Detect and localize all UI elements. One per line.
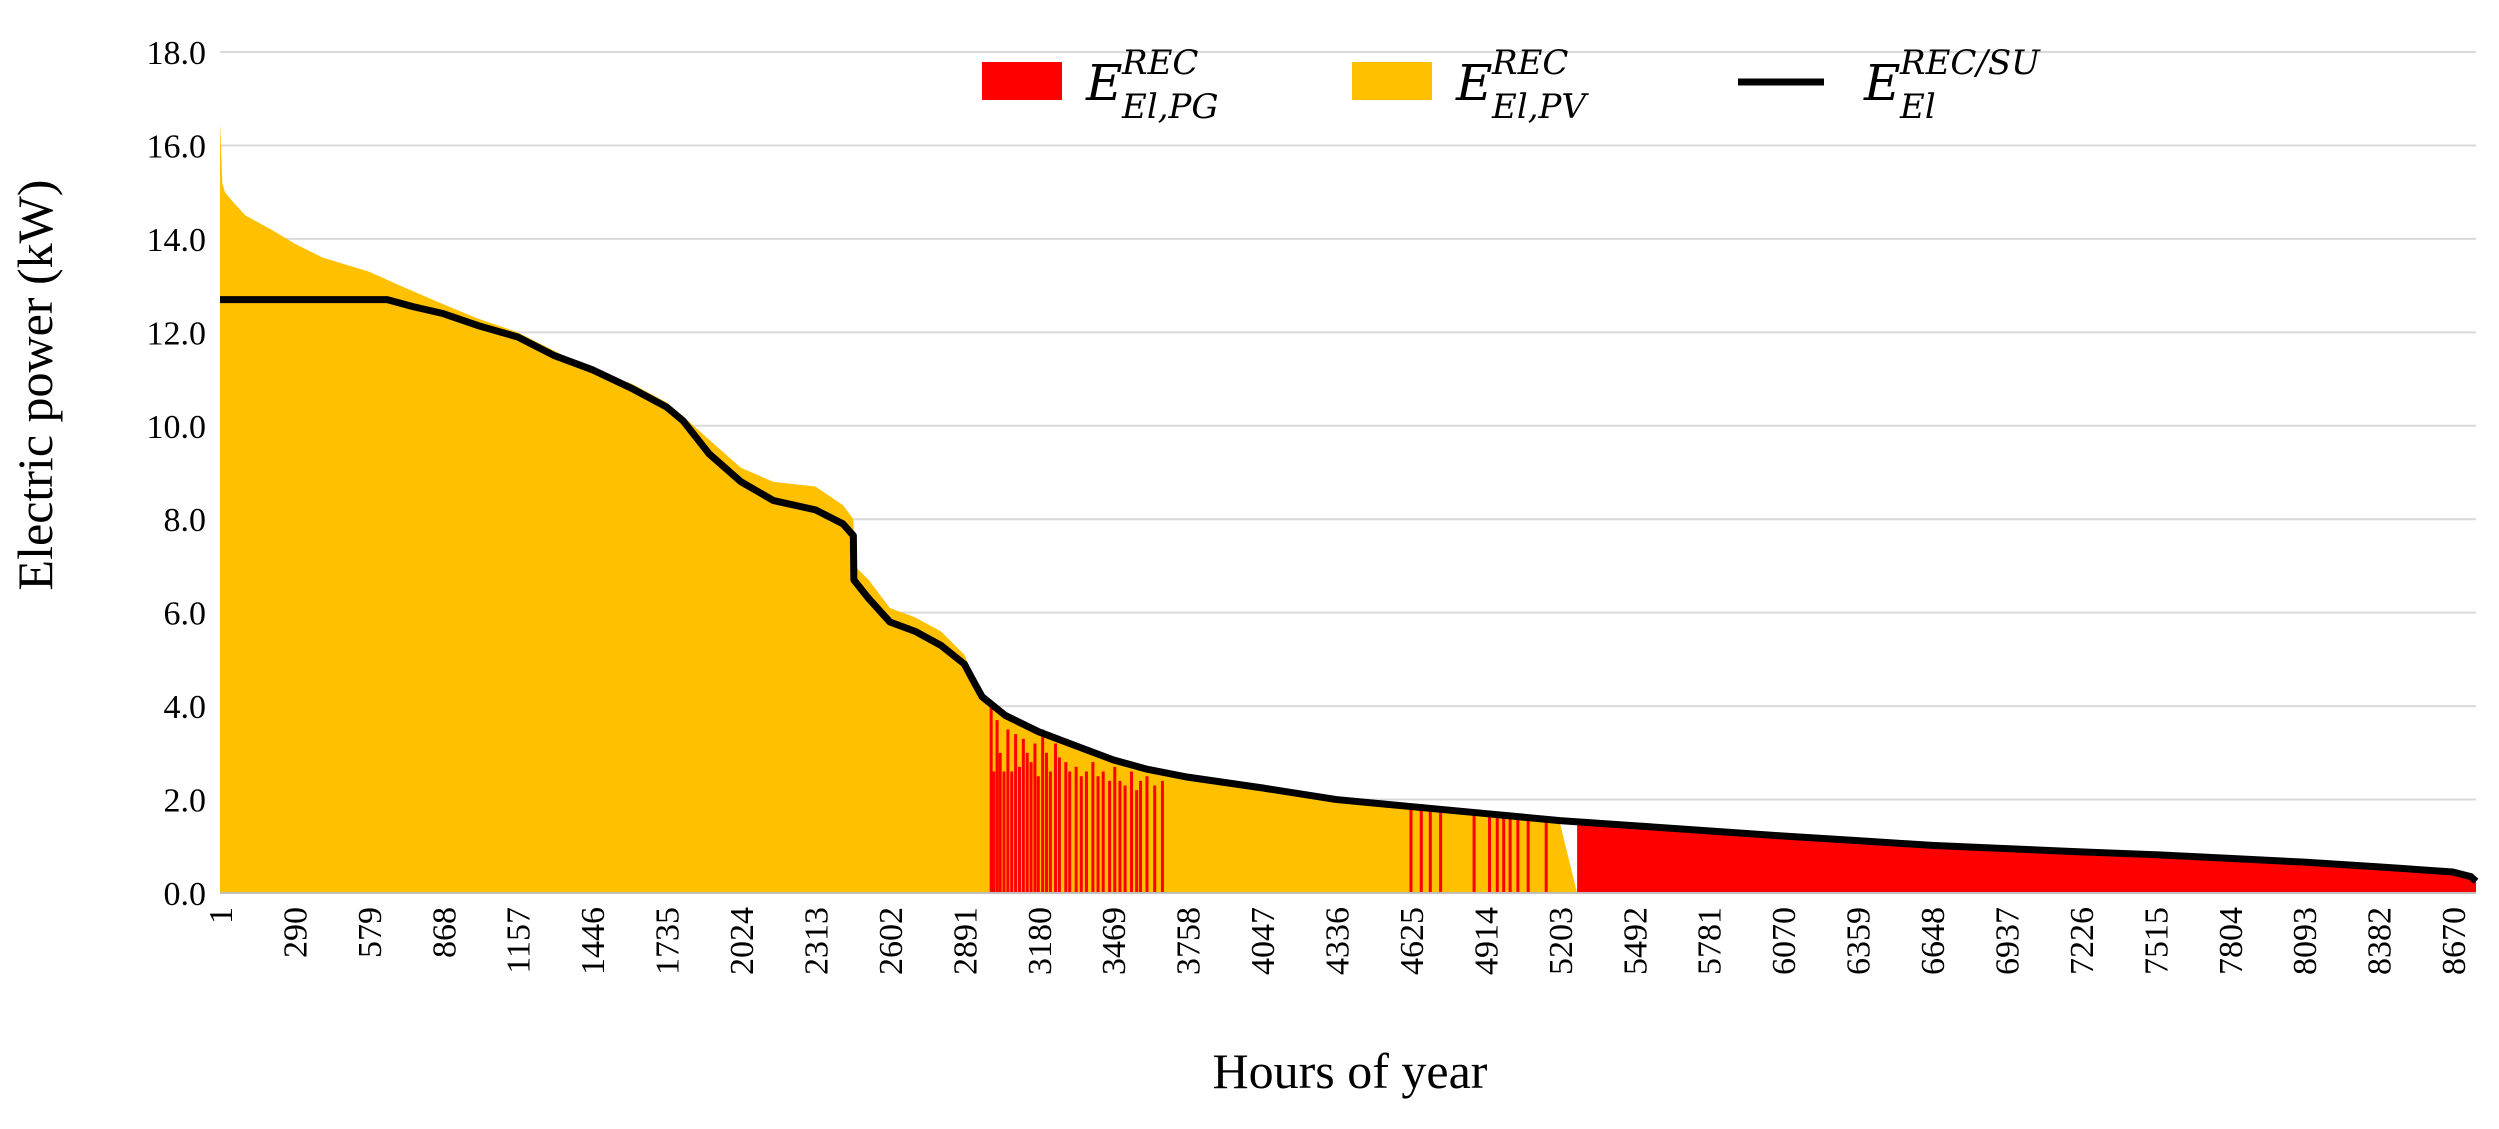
y-tick-label: 8.0 xyxy=(164,502,207,539)
x-tick-label: 6070 xyxy=(1766,907,1803,975)
x-tick-label: 868 xyxy=(426,907,463,958)
x-axis-title: Hours of year xyxy=(1213,1043,1488,1099)
x-tick-label: 2891 xyxy=(947,907,984,975)
series-pv-area xyxy=(220,122,2476,894)
x-tick-label: 4336 xyxy=(1320,907,1357,975)
legend-label-sup: REC/SU xyxy=(1899,43,2041,83)
x-tick-label: 6359 xyxy=(1841,907,1878,975)
x-tick-label: 5203 xyxy=(1543,907,1580,975)
x-tick-label: 4914 xyxy=(1468,907,1505,975)
x-tick-label: 5492 xyxy=(1617,907,1654,975)
legend-label-sup: REC xyxy=(1491,43,1568,83)
y-axis-title: Electric power (kW) xyxy=(7,180,63,591)
y-tick-label: 16.0 xyxy=(147,128,207,165)
legend-label-sup: REC xyxy=(1121,43,1198,83)
legend-label-sub: El xyxy=(1899,87,1936,127)
legend-swatch xyxy=(1352,62,1432,100)
x-tick-label: 3180 xyxy=(1022,907,1059,975)
x-tick-label: 7804 xyxy=(2213,907,2250,975)
x-tick-label: 3758 xyxy=(1171,907,1208,975)
y-tick-label: 6.0 xyxy=(164,596,207,633)
y-tick-label: 18.0 xyxy=(147,35,207,72)
x-tick-label: 579 xyxy=(352,907,389,958)
x-tick-label: 3469 xyxy=(1096,907,1133,975)
x-tick-label: 2313 xyxy=(798,907,835,975)
legend-label-base: E xyxy=(1863,54,1901,112)
x-tick-label: 8382 xyxy=(2362,907,2399,975)
x-tick-label: 1735 xyxy=(650,907,687,975)
x-tick-label: 6937 xyxy=(1989,907,2026,975)
plot-areas xyxy=(220,122,2476,894)
x-tick-label: 1 xyxy=(203,907,240,924)
y-tick-label: 4.0 xyxy=(164,689,207,726)
legend-label-base: E xyxy=(1455,54,1493,112)
y-tick-label: 12.0 xyxy=(147,315,207,352)
series-load-line xyxy=(220,296,2479,884)
legend-label-sub: El,PV xyxy=(1491,87,1589,127)
legend-label-sub: El,PG xyxy=(1121,87,1219,127)
legend-swatch xyxy=(982,62,1062,100)
x-tick-label: 7226 xyxy=(2064,907,2101,975)
x-tick-label: 4047 xyxy=(1245,907,1282,975)
x-tick-label: 5781 xyxy=(1692,907,1729,975)
x-tick-label: 7515 xyxy=(2138,907,2175,975)
legend-label-base: E xyxy=(1085,54,1123,112)
x-tick-label: 1446 xyxy=(575,907,612,975)
x-tick-label: 2602 xyxy=(873,907,910,975)
y-tick-label: 10.0 xyxy=(147,409,207,446)
x-tick-label: 290 xyxy=(277,907,314,958)
x-tick-label: 8093 xyxy=(2287,907,2324,975)
y-tick-label: 14.0 xyxy=(147,222,207,259)
plot-lines xyxy=(220,296,2479,884)
y-tick-label: 0.0 xyxy=(164,876,207,913)
y-tick-labels: 0.0 2.0 4.0 6.0 8.0 10.0 12.0 14.0 16.0 18.0 xyxy=(147,35,207,913)
x-tick-label: 6648 xyxy=(1915,907,1952,975)
x-tick-label: 8670 xyxy=(2436,907,2473,975)
y-tick-label: 2.0 xyxy=(164,783,207,820)
x-tick-labels: 1 290 579 868 1157 1446 1735 2024 2313 2602 2891 31… xyxy=(203,907,2473,975)
x-tick-label: 2024 xyxy=(724,907,761,975)
x-tick-label: 4625 xyxy=(1394,907,1431,975)
x-tick-label: 1157 xyxy=(501,907,538,974)
